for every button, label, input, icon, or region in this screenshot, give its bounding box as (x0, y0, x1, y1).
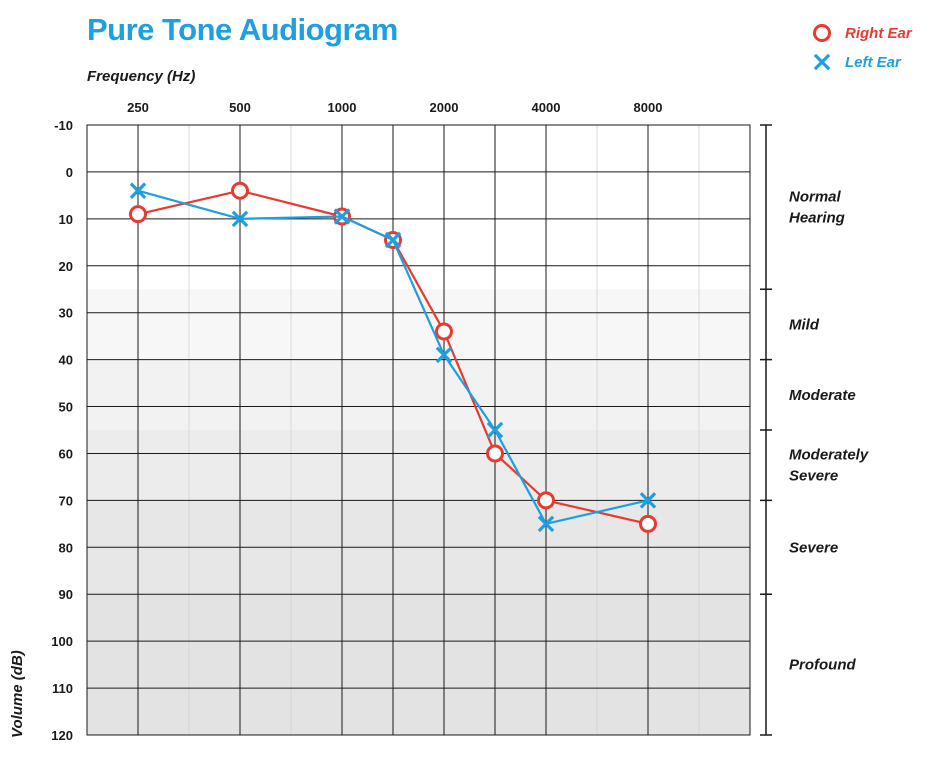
y-tick-10: 10 (59, 212, 73, 227)
band-fill-moderately-severe (87, 430, 750, 501)
band-label-severe: Severe (789, 539, 838, 556)
series-left-ear (129, 182, 657, 533)
left-ear-point-2 (333, 208, 351, 225)
y-tick-20: 20 (59, 259, 73, 274)
severity-scale: Normal Hearing Mild Moderate Moderately Sever… (760, 124, 869, 736)
left-ear-point-7 (639, 492, 657, 509)
right-ear-point-0 (129, 205, 147, 224)
series-line-right-ear (137, 189, 649, 525)
y-tick-30: 30 (59, 306, 73, 321)
band-fill-profound (87, 594, 750, 735)
legend-label-left-ear: Left Ear (845, 54, 902, 71)
y-tick-0: 0 (66, 165, 73, 180)
x-tick-labels: 250 500 1000 2000 4000 8000 (127, 100, 662, 115)
legend-cross-icon (813, 53, 831, 71)
grid-minor (188, 125, 700, 735)
left-ear-point-6 (537, 515, 555, 533)
x-tick-8000: 8000 (634, 100, 663, 115)
series-line-left-ear (137, 189, 649, 525)
y-tick--10: -10 (54, 118, 73, 133)
left-ear-point-4 (435, 346, 453, 364)
x-tick-2000: 2000 (430, 100, 459, 115)
band-fill-mild (87, 289, 750, 360)
band-fill-normal-hearing (87, 125, 750, 290)
y-tick-110: 110 (52, 681, 73, 696)
band-label-profound: Profound (789, 657, 856, 674)
right-ear-point-1 (231, 181, 249, 200)
x-tick-250: 250 (127, 100, 149, 115)
y-tick-70: 70 (59, 493, 73, 508)
right-ear-point-4 (435, 322, 453, 341)
y-tick-60: 60 (59, 446, 73, 461)
band-label-normal-hearing: Normal Hearing (789, 189, 845, 227)
plot-bands (87, 125, 750, 735)
legend-label-right-ear: Right Ear (845, 25, 913, 42)
legend: Right Ear Left Ear (813, 24, 913, 71)
y-tick-50: 50 (59, 400, 73, 415)
chart-title: Pure Tone Audiogram (87, 12, 398, 47)
band-label-moderately-severe: Moderately Severe (789, 447, 869, 485)
left-ear-point-5 (486, 421, 504, 439)
left-ear-point-1 (231, 210, 249, 228)
y-tick-90: 90 (59, 587, 73, 602)
x-tick-500: 500 (229, 100, 251, 115)
right-ear-point-6 (537, 491, 555, 510)
series-layer (129, 181, 657, 533)
y-tick-80: 80 (59, 540, 73, 555)
x-axis-title: Frequency (Hz) (87, 68, 195, 85)
y-axis-title: Volume (dB) (9, 650, 26, 738)
grid-major (86, 124, 751, 736)
left-ear-point-3 (384, 231, 402, 249)
left-ear-point-0 (129, 182, 147, 199)
band-label-moderate: Moderate (789, 387, 856, 404)
y-tick-120: 120 (51, 728, 73, 743)
right-ear-point-5 (486, 444, 504, 463)
right-ear-point-7 (639, 514, 657, 533)
plot-frame (86, 124, 751, 736)
y-tick-100: 100 (51, 634, 73, 649)
x-tick-1000: 1000 (328, 100, 357, 115)
band-label-mild: Mild (789, 316, 820, 333)
legend-circle-icon (813, 24, 831, 42)
band-fill-moderate (87, 359, 750, 430)
y-tick-labels: -10 0 10 20 30 40 50 60 70 80 90 100 110 120 (51, 118, 73, 743)
y-tick-40: 40 (59, 353, 73, 368)
x-tick-4000: 4000 (532, 100, 561, 115)
